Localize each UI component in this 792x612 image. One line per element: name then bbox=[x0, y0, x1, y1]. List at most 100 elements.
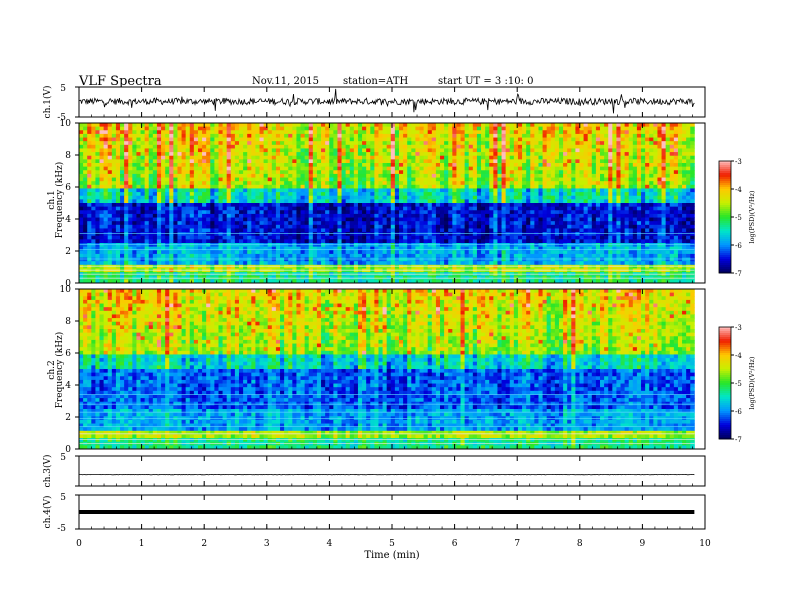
spectrogram-cell bbox=[366, 166, 371, 171]
spectrogram-cell bbox=[288, 148, 293, 153]
spectrogram-cell bbox=[464, 166, 470, 171]
spectrogram-cell bbox=[284, 141, 289, 146]
spectrogram-cell bbox=[575, 159, 580, 164]
spectrogram-cell bbox=[280, 177, 285, 182]
spectrogram-cell bbox=[115, 133, 121, 138]
spectrogram-cell bbox=[226, 144, 232, 149]
spectrogram-cell bbox=[394, 184, 400, 189]
spectrogram-cell bbox=[608, 152, 613, 157]
spectrogram-cell bbox=[505, 163, 511, 168]
spectrogram-cell bbox=[197, 192, 203, 197]
spectrogram-cell bbox=[341, 188, 347, 193]
spectrogram-cell bbox=[636, 123, 642, 128]
spectrogram-cell bbox=[316, 199, 322, 204]
spectrogram-cell bbox=[234, 173, 240, 178]
spectrogram-cell bbox=[243, 217, 248, 222]
spectrogram-cell bbox=[312, 221, 318, 226]
spectrogram-cell bbox=[587, 232, 593, 237]
spectrogram-cell bbox=[345, 155, 351, 160]
spectrogram-cell bbox=[353, 192, 359, 197]
spectrogram-cell bbox=[554, 123, 560, 128]
spectrogram-cell bbox=[292, 224, 297, 229]
spectrogram-cell bbox=[485, 123, 490, 128]
spectrogram-cell bbox=[554, 152, 560, 157]
spectrogram-cell bbox=[132, 130, 137, 135]
spectrogram-cell bbox=[628, 155, 634, 160]
spectrogram-cell bbox=[468, 155, 474, 160]
spectrogram-cell bbox=[686, 163, 691, 168]
spectrogram-cell bbox=[444, 181, 449, 186]
spectrogram-cell bbox=[202, 224, 207, 229]
spectrogram-cell bbox=[583, 144, 589, 149]
spectrogram-cell bbox=[152, 126, 158, 131]
spectrogram-cell bbox=[107, 141, 113, 146]
spectrogram-cell bbox=[300, 177, 306, 182]
spectrogram-cell bbox=[226, 148, 232, 153]
spectrogram-cell bbox=[558, 155, 564, 160]
spectrogram-cell bbox=[534, 155, 539, 160]
spectrogram-cell bbox=[550, 239, 556, 244]
spectrogram-cell bbox=[571, 224, 576, 229]
spectrogram-cell bbox=[353, 195, 359, 200]
spectrogram-cell bbox=[230, 163, 236, 168]
spectrogram-cell bbox=[386, 137, 392, 142]
spectrogram-cell bbox=[587, 235, 593, 240]
spectrogram-cell bbox=[345, 235, 351, 240]
spectrogram-cell bbox=[632, 177, 638, 182]
spectrogram-cell bbox=[628, 217, 634, 222]
spectrogram-cell bbox=[202, 213, 207, 218]
spectrogram-cell bbox=[136, 152, 141, 157]
spectrogram-cell bbox=[398, 188, 404, 193]
spectrogram-cell bbox=[534, 130, 539, 135]
spectrogram-cell bbox=[394, 221, 400, 226]
spectrogram-cell bbox=[251, 166, 256, 171]
spectrogram-cell bbox=[382, 159, 388, 164]
spectrogram-cell bbox=[616, 213, 621, 218]
spectrogram-cell bbox=[595, 137, 601, 142]
spectrogram-cell bbox=[571, 137, 576, 142]
spectrogram-cell bbox=[197, 148, 203, 153]
spectrogram-cell bbox=[563, 192, 568, 197]
spectrogram-cell bbox=[107, 170, 113, 175]
spectrogram-cell bbox=[386, 152, 392, 157]
spectrogram-cell bbox=[600, 144, 605, 149]
spectrogram-cell bbox=[165, 199, 170, 204]
spectrogram-cell bbox=[513, 188, 519, 193]
spectrogram-cell bbox=[661, 123, 667, 128]
spectrogram-cell bbox=[238, 195, 244, 200]
spectrogram-cell bbox=[546, 152, 552, 157]
spectrogram-cell bbox=[111, 126, 117, 131]
spectrogram-cell bbox=[493, 221, 498, 226]
spectrogram-cell bbox=[300, 239, 306, 244]
spectrogram-cell bbox=[321, 239, 326, 244]
spectrogram-cell bbox=[284, 123, 289, 128]
spectrogram-cell bbox=[616, 166, 621, 171]
spectrogram-cell bbox=[505, 137, 511, 142]
spectrogram-cell bbox=[448, 206, 453, 211]
spectrogram-cell bbox=[649, 235, 654, 240]
spectrogram-cell bbox=[169, 221, 174, 226]
spectrogram-cell bbox=[505, 130, 511, 135]
spectrogram-cell bbox=[132, 159, 137, 164]
spectrogram-cell bbox=[542, 126, 548, 131]
spectrogram-cell bbox=[345, 126, 351, 131]
spectrogram-cell bbox=[522, 148, 527, 153]
spectrogram-cell bbox=[79, 213, 84, 218]
spectrogram-cell bbox=[546, 221, 552, 226]
spectrogram-cell bbox=[649, 177, 654, 182]
spectrogram-cell bbox=[316, 126, 322, 131]
spectrogram-cell bbox=[530, 199, 535, 204]
spectrogram-cell bbox=[238, 148, 244, 153]
spectrogram-cell bbox=[267, 181, 273, 186]
spectrogram-cell bbox=[111, 152, 117, 157]
spectrogram-cell bbox=[111, 192, 117, 197]
spectrogram-cell bbox=[132, 221, 137, 226]
spectrogram-cell bbox=[218, 192, 223, 197]
spectrogram-cell bbox=[661, 163, 667, 168]
spectrogram-cell bbox=[546, 203, 552, 208]
spectrogram-cell bbox=[481, 181, 486, 186]
spectrogram-cell bbox=[563, 228, 568, 233]
spectrogram-cell bbox=[263, 239, 269, 244]
spectrogram-cell bbox=[238, 210, 244, 215]
spectrogram-cell bbox=[604, 213, 609, 218]
